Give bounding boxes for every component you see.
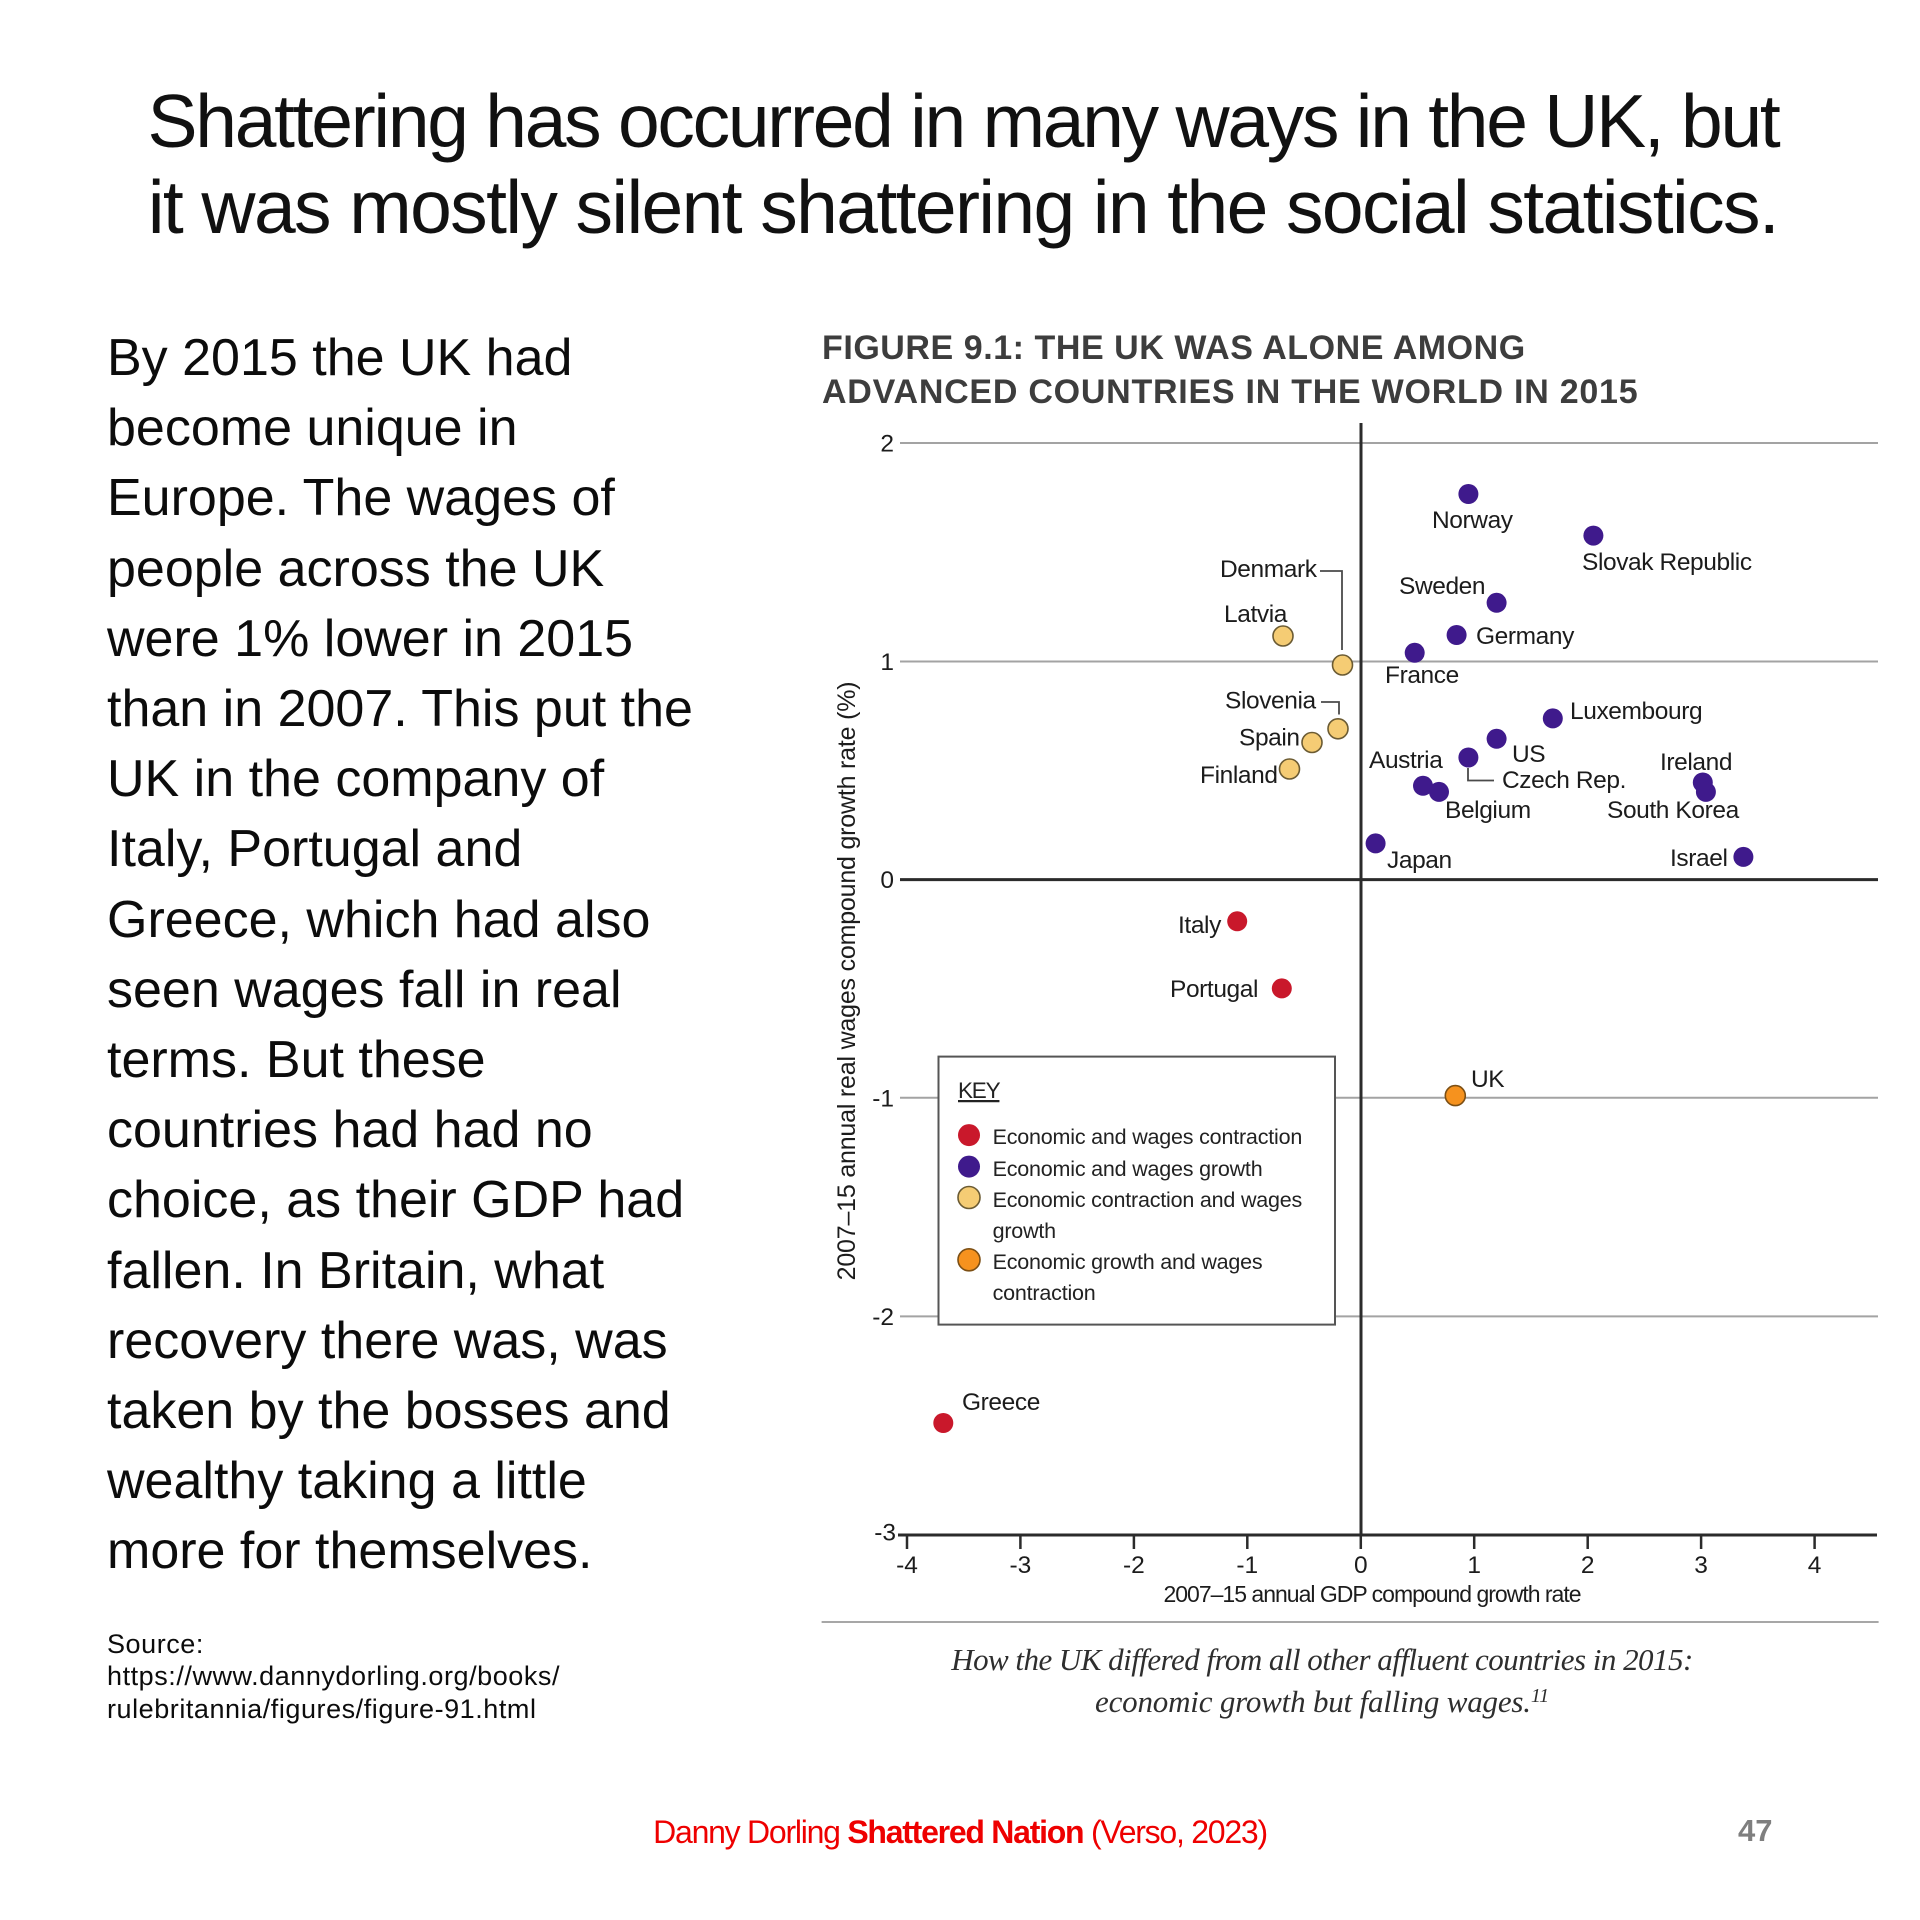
svg-text:Italy: Italy [1178,912,1222,939]
svg-text:Latvia: Latvia [1224,601,1288,628]
svg-text:Denmark: Denmark [1220,556,1318,583]
svg-text:France: France [1385,662,1459,689]
svg-text:2: 2 [880,431,894,458]
svg-text:growth: growth [993,1219,1056,1243]
svg-text:0: 0 [880,867,894,894]
svg-text:UK: UK [1471,1066,1505,1093]
svg-text:-2: -2 [872,1304,894,1331]
svg-text:1: 1 [880,649,894,676]
svg-text:-1: -1 [872,1085,894,1112]
svg-text:FIGURE 9.1: THE UK WAS ALONE A: FIGURE 9.1: THE UK WAS ALONE AMONG [822,329,1526,367]
svg-text:-4: -4 [896,1552,918,1579]
svg-text:US: US [1512,741,1545,768]
svg-text:Economic and wages contraction: Economic and wages contraction [993,1125,1303,1149]
svg-text:-3: -3 [1010,1552,1032,1579]
svg-text:Greece: Greece [962,1389,1040,1416]
svg-text:2007–15 annual real wages comp: 2007–15 annual real wages compound growt… [833,682,861,1281]
svg-text:KEY: KEY [958,1078,1001,1103]
svg-text:Sweden: Sweden [1399,573,1485,600]
svg-text:2: 2 [1581,1552,1595,1579]
svg-text:Czech Rep.: Czech Rep. [1502,767,1626,794]
svg-text:3: 3 [1694,1552,1708,1579]
svg-text:0: 0 [1354,1552,1368,1579]
svg-text:-1: -1 [1236,1552,1258,1579]
svg-text:Belgium: Belgium [1445,797,1531,824]
svg-text:economic growth but falling wa: economic growth but falling wages.11 [1095,1684,1549,1719]
svg-text:contraction: contraction [993,1281,1096,1305]
svg-text:Spain: Spain [1239,725,1300,752]
svg-text:Norway: Norway [1432,507,1514,534]
svg-text:Slovenia: Slovenia [1225,688,1317,715]
svg-text:Japan: Japan [1387,847,1452,874]
svg-text:-2: -2 [1123,1552,1145,1579]
svg-text:Portugal: Portugal [1170,976,1258,1003]
svg-text:Austria: Austria [1369,747,1443,774]
svg-text:Israel: Israel [1670,845,1728,872]
svg-text:Finland: Finland [1200,762,1278,789]
svg-text:Ireland: Ireland [1660,749,1732,776]
svg-text:ADVANCED COUNTRIES IN THE WORL: ADVANCED COUNTRIES IN THE WORLD IN 2015 [822,373,1638,411]
svg-text:Slovak Republic: Slovak Republic [1582,549,1752,576]
svg-text:How the UK differed from all o: How the UK differed from all other afflu… [950,1642,1693,1677]
svg-text:4: 4 [1808,1552,1822,1579]
svg-text:2007–15 annual GDP compound gr: 2007–15 annual GDP compound growth rate [1163,1581,1580,1607]
svg-text:-3: -3 [874,1520,896,1547]
svg-text:1: 1 [1467,1552,1481,1579]
svg-text:Luxembourg: Luxembourg [1570,698,1702,725]
svg-text:Economic and wages growth: Economic and wages growth [993,1157,1263,1181]
svg-text:Economic growth and wages: Economic growth and wages [993,1250,1263,1274]
svg-text:Germany: Germany [1476,623,1575,650]
svg-text:South Korea: South Korea [1607,797,1740,824]
svg-text:Economic contraction and wages: Economic contraction and wages [993,1188,1303,1212]
